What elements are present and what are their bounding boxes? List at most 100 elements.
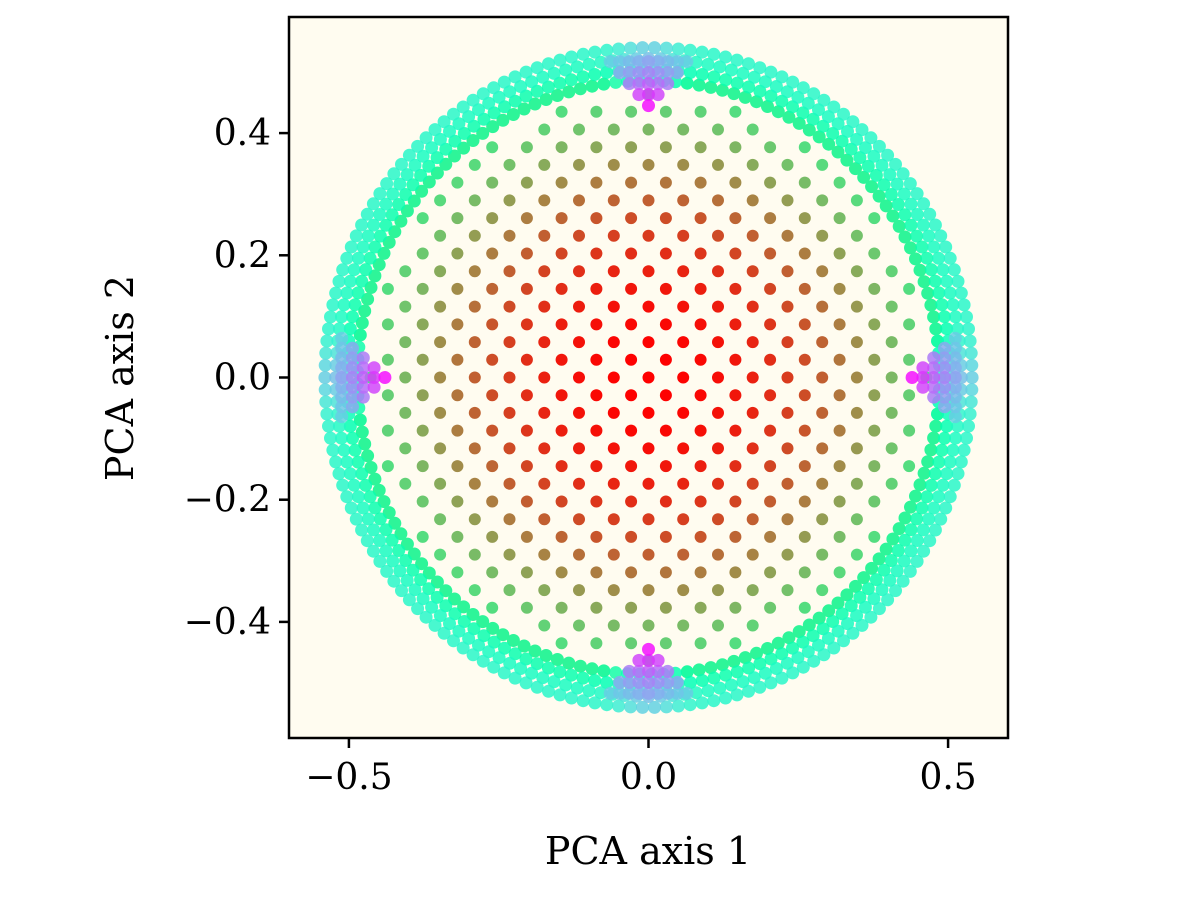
data-point (538, 619, 551, 632)
data-point (712, 584, 724, 597)
data-point (850, 513, 863, 526)
data-point (355, 523, 369, 537)
data-point (319, 395, 333, 409)
data-point (659, 601, 672, 614)
data-point (712, 265, 724, 278)
data-point (715, 83, 729, 97)
data-point (947, 478, 961, 492)
data-point (886, 209, 900, 223)
data-point (833, 566, 846, 579)
x-axis-ticks: −0.5 0.0 0.5 (305, 738, 977, 798)
data-point (916, 361, 930, 375)
data-point (368, 240, 382, 254)
data-point (528, 644, 542, 658)
data-point (713, 60, 727, 74)
data-point (771, 636, 785, 650)
data-point (890, 177, 904, 191)
data-point (467, 119, 481, 133)
data-point (850, 371, 863, 384)
data-point (425, 600, 439, 614)
data-point (555, 212, 568, 225)
data-point (361, 512, 375, 526)
data-point (538, 477, 551, 490)
data-point (938, 341, 951, 355)
data-point (642, 406, 655, 419)
data-point (487, 635, 501, 649)
data-point (816, 406, 829, 419)
data-point (451, 495, 464, 508)
data-point (434, 194, 447, 207)
data-point (486, 247, 499, 260)
data-point (892, 219, 906, 233)
data-point (588, 68, 602, 81)
data-point (905, 371, 919, 384)
data-point (416, 495, 429, 508)
data-point (923, 534, 937, 548)
data-point (701, 684, 715, 698)
data-point (833, 495, 846, 508)
data-point (651, 686, 665, 700)
data-point (576, 671, 590, 685)
data-point (348, 443, 362, 457)
data-point (541, 80, 555, 94)
data-point (924, 443, 938, 457)
data-point (508, 647, 522, 661)
data-point (439, 599, 453, 613)
data-point (677, 619, 690, 632)
data-point (344, 501, 358, 515)
data-point (865, 561, 879, 575)
data-point (468, 194, 481, 207)
data-point (903, 318, 916, 331)
data-point (712, 123, 724, 136)
data-point (712, 371, 724, 384)
data-point (798, 424, 811, 437)
data-point (648, 41, 661, 55)
data-point (827, 641, 841, 655)
data-point (487, 106, 501, 120)
data-point (632, 88, 646, 102)
data-point (466, 134, 480, 147)
data-point (729, 176, 742, 189)
data-point (625, 105, 638, 118)
data-point (517, 639, 531, 653)
data-point (884, 554, 898, 567)
data-point (924, 263, 938, 277)
data-point (948, 390, 962, 404)
data-point (782, 631, 796, 645)
data-point (347, 478, 361, 492)
y-axis-ticks: 0.4 0.2 0.0 −0.2 −0.4 (184, 113, 289, 643)
data-point (520, 247, 533, 260)
data-point (917, 197, 931, 211)
data-point (355, 218, 369, 232)
data-point (642, 686, 655, 700)
data-point (913, 478, 927, 492)
data-point (457, 600, 471, 614)
data-point (729, 530, 742, 543)
data-point (897, 554, 911, 568)
data-point (570, 681, 584, 695)
data-point (850, 300, 863, 313)
data-point (764, 353, 777, 366)
data-point (607, 336, 620, 349)
data-point (694, 460, 707, 473)
data-point (625, 353, 638, 366)
data-point (729, 460, 742, 473)
data-point (437, 626, 451, 640)
data-point (927, 431, 941, 445)
data-point (928, 523, 942, 537)
data-point (965, 358, 979, 372)
data-point (486, 212, 499, 225)
data-point (622, 686, 636, 700)
data-point (346, 431, 359, 445)
data-point (642, 513, 655, 526)
data-point (590, 424, 603, 437)
data-point (486, 120, 500, 134)
data-point (659, 353, 672, 366)
data-point (434, 442, 447, 455)
data-point (520, 460, 533, 473)
data-point (447, 107, 460, 121)
data-point (642, 88, 655, 102)
data-point (632, 66, 646, 80)
data-point (729, 566, 742, 579)
data-point (677, 442, 690, 455)
